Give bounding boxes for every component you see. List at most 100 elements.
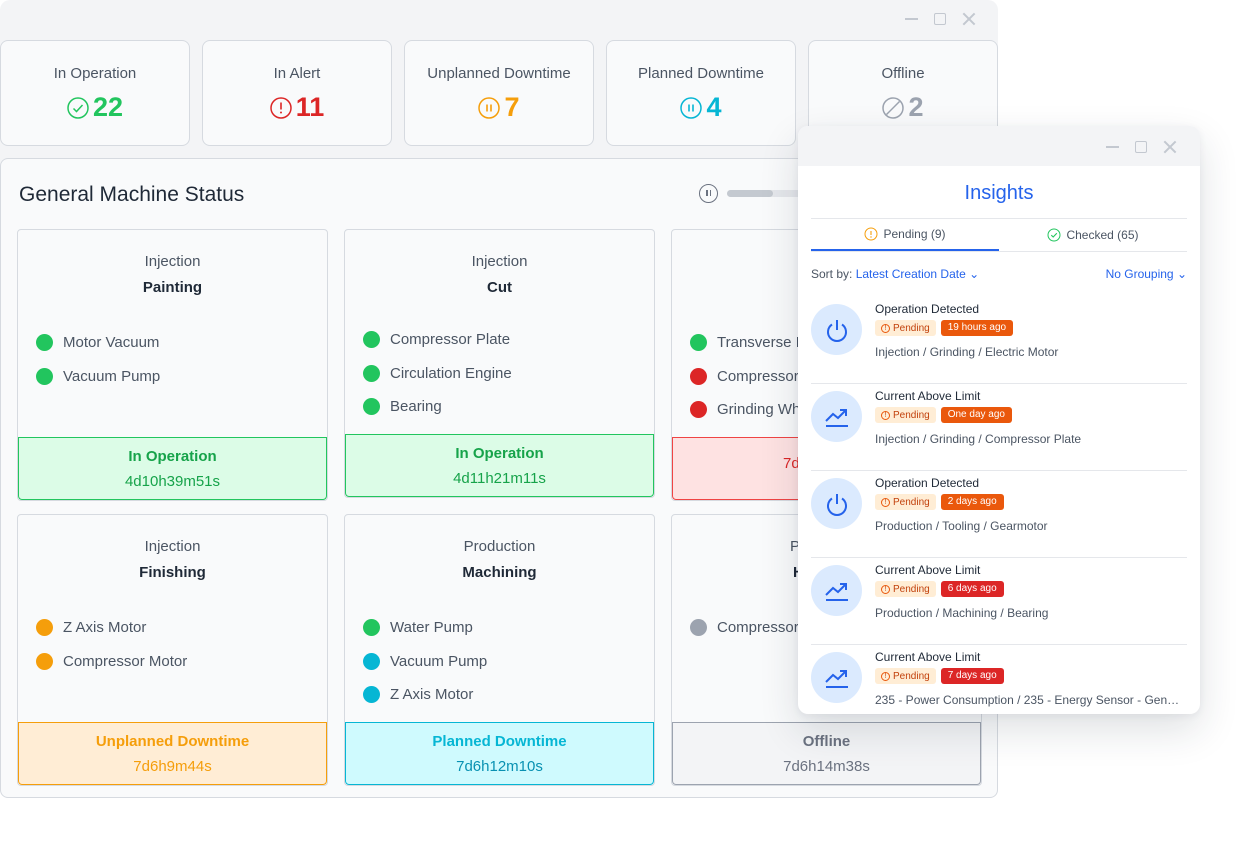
insights-window: Insights Pending (9) Checked (65) Sort b… xyxy=(798,126,1200,714)
tab-pending[interactable]: Pending (9) xyxy=(811,219,999,251)
info-circle-icon xyxy=(864,227,878,241)
pending-label: Pending xyxy=(893,583,930,595)
sort-label: Sort by: xyxy=(811,267,853,281)
status-dot xyxy=(363,398,380,416)
stat-label: In Alert xyxy=(273,65,321,82)
machine-name: Machining xyxy=(462,564,537,581)
insight-path: Injection / Grinding / Compressor Plate xyxy=(875,432,1082,446)
status-label: Unplanned Downtime xyxy=(95,733,250,750)
insight-item[interactable]: Operation Detected ! Pending 2 days ago P… xyxy=(811,471,1187,558)
stat-label: Planned Downtime xyxy=(638,65,764,82)
component-item: Z Axis Motor xyxy=(36,611,187,645)
status-dot xyxy=(363,331,380,349)
tab-checked[interactable]: Checked (65) xyxy=(999,219,1187,251)
sort-row: Sort by: Latest Creation Date ⌄ No Group… xyxy=(811,267,1187,281)
machine-card[interactable]: Production Machining Water Pump Vacuum P… xyxy=(344,514,655,786)
time-badge: 7 days ago xyxy=(940,668,1004,684)
machine-area: Production xyxy=(463,538,536,555)
minimize-button[interactable] xyxy=(905,18,918,20)
stat-card-planned-downtime[interactable]: Planned Downtime 4 xyxy=(606,40,796,146)
rotation-progress-bar xyxy=(727,190,847,197)
chevron-down-icon: ⌄ xyxy=(1173,267,1187,281)
component-label: Z Axis Motor xyxy=(63,619,147,637)
info-circle-icon: ! xyxy=(881,497,890,507)
status-dot xyxy=(36,334,53,352)
machine-card[interactable]: Injection Painting Motor Vacuum Vacuum P… xyxy=(17,229,328,501)
pending-badge: ! Pending xyxy=(875,407,936,423)
component-label: Circulation Engine xyxy=(390,364,512,382)
insight-title: Current Above Limit xyxy=(875,389,981,403)
tab-label: Checked (65) xyxy=(1066,228,1139,242)
machine-name: Cut xyxy=(487,279,512,296)
stat-value: 2 xyxy=(908,92,924,122)
status-dot xyxy=(363,619,380,637)
status-dot xyxy=(363,652,380,670)
status-duration: 7d6h14m38s xyxy=(783,758,870,775)
status-label: In Operation xyxy=(128,448,217,465)
power-icon xyxy=(811,304,862,355)
maximize-button[interactable] xyxy=(1135,141,1147,153)
status-dot xyxy=(690,367,707,385)
info-circle-icon: ! xyxy=(881,671,890,681)
sort-value: Latest Creation Date xyxy=(855,267,966,281)
status-duration: 4d10h39m51s xyxy=(124,473,221,490)
insight-title: Operation Detected xyxy=(875,476,980,490)
status-duration: 7d6h12m10s xyxy=(456,758,543,775)
close-button[interactable] xyxy=(962,12,976,26)
status-dot xyxy=(690,334,707,352)
pending-badge: ! Pending xyxy=(875,320,936,336)
minimize-button[interactable] xyxy=(1106,146,1119,148)
stat-card-unplanned-downtime[interactable]: Unplanned Downtime 7 xyxy=(404,40,594,146)
status-label: Planned Downtime xyxy=(432,733,567,750)
check-circle-icon xyxy=(67,96,89,119)
insight-path: Production / Tooling / Gearmotor xyxy=(875,519,1048,533)
insight-item[interactable]: Current Above Limit ! Pending 6 days ago … xyxy=(811,558,1187,645)
component-label: Water Pump xyxy=(390,619,473,637)
close-button[interactable] xyxy=(1163,140,1177,154)
time-badge: 19 hours ago xyxy=(940,320,1014,336)
component-label: Z Axis Motor xyxy=(390,686,474,704)
status-dot xyxy=(363,364,380,382)
status-duration: 4d11h21m11s xyxy=(453,470,546,487)
component-item: Water Pump xyxy=(363,611,487,645)
stat-card-in-alert[interactable]: In Alert 11 xyxy=(202,40,392,146)
power-icon xyxy=(811,478,862,529)
status-dot xyxy=(36,367,53,385)
component-label: Compressor Plate xyxy=(390,331,511,349)
pending-label: Pending xyxy=(893,670,930,682)
component-label: Vacuum Pump xyxy=(390,652,488,670)
component-item: Grinding Wh xyxy=(690,393,800,427)
insight-path: 235 - Power Consumption / 235 - Energy S… xyxy=(875,693,1185,707)
component-item: Z Axis Motor xyxy=(363,678,487,712)
info-circle-icon: ! xyxy=(881,323,890,333)
component-label: Bearing xyxy=(390,398,442,416)
grouping-select[interactable]: No Grouping ⌄ xyxy=(1106,267,1187,281)
component-item: Transverse I xyxy=(690,326,800,360)
stat-value: 11 xyxy=(295,92,325,122)
machine-status-footer: In Operation 4d10h39m51s xyxy=(18,437,327,500)
insight-item[interactable]: Current Above Limit ! Pending 7 days ago … xyxy=(811,645,1187,714)
stat-card-in-operation[interactable]: In Operation 22 xyxy=(0,40,190,146)
pending-label: Pending xyxy=(893,409,930,421)
panel-title: General Machine Status xyxy=(19,183,245,206)
insight-item[interactable]: Operation Detected ! Pending 19 hours ago… xyxy=(811,297,1187,384)
tab-label: Pending (9) xyxy=(883,227,946,241)
time-badge: One day ago xyxy=(940,407,1012,423)
maximize-button[interactable] xyxy=(934,13,946,25)
component-item: Vacuum Pump xyxy=(36,360,160,394)
pending-badge: ! Pending xyxy=(875,668,936,684)
insight-item[interactable]: Current Above Limit ! Pending One day ago… xyxy=(811,384,1187,471)
component-item: Motor Vacuum xyxy=(36,326,160,360)
status-dot xyxy=(690,401,707,419)
machine-card[interactable]: Injection Finishing Z Axis Motor Compres… xyxy=(17,514,328,786)
machine-card[interactable]: Injection Cut Compressor Plate Circulati… xyxy=(344,229,655,498)
pause-rotation-button[interactable] xyxy=(699,184,718,203)
info-circle-icon: ! xyxy=(881,410,890,420)
sort-control[interactable]: Sort by: Latest Creation Date ⌄ xyxy=(811,267,979,281)
machine-area: Injection xyxy=(144,538,201,555)
status-duration: 7d6h9m44s xyxy=(133,758,212,775)
insight-title: Current Above Limit xyxy=(875,650,981,664)
alert-circle-icon xyxy=(269,96,292,119)
window-controls xyxy=(905,12,976,26)
insights-titlebar xyxy=(798,126,1200,166)
